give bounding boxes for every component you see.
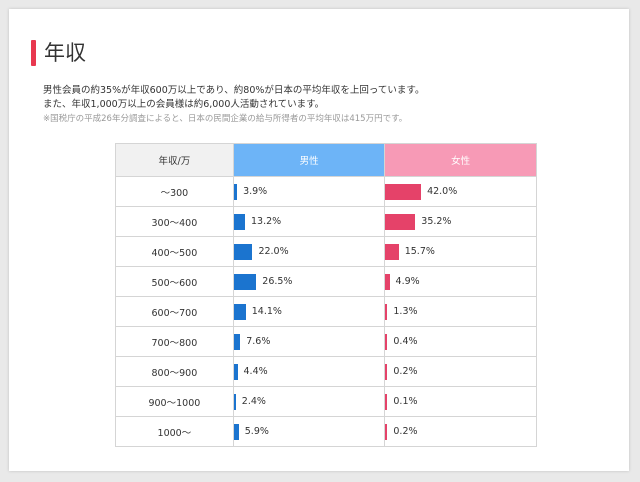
description-line-1: 男性会員の約35%が年収600万以上であり、約80%が日本の平均年収を上回ってい… [43,85,425,96]
female-value-label: 35.2% [421,216,452,227]
table-row: 900〜1000 2.4% 0.1% [115,386,537,417]
female-bar [385,244,399,260]
female-value-label: 4.9% [395,276,420,287]
income-range: 800〜900 [115,356,234,387]
female-bar [385,424,388,440]
male-value-label: 22.0% [258,246,289,257]
male-bar [233,304,246,320]
female-cell: 4.9% [384,266,537,297]
male-bar [233,394,236,410]
female-value-label: 0.1% [393,396,418,407]
female-bar [385,394,388,410]
male-bar [233,334,241,350]
female-cell: 0.2% [384,356,537,387]
section-title: 年収 [44,41,86,65]
male-cell: 26.5% [232,266,386,297]
income-range: 1000〜 [115,416,234,447]
male-value-label: 5.9% [244,426,269,437]
female-bar [385,304,388,320]
description: 男性会員の約35%が年収600万以上であり、約80%が日本の平均年収を上回ってい… [43,84,424,112]
table-row: 1000〜 5.9% 0.2% [115,416,537,447]
table-row: 800〜900 4.4% 0.2% [115,356,537,387]
male-bar [233,184,238,200]
male-bar [233,244,253,260]
header-female: 女性 [384,143,537,177]
male-cell: 14.1% [232,296,386,327]
female-value-label: 0.2% [393,366,418,377]
title-accent-bar [31,40,36,66]
male-cell: 3.9% [232,176,386,207]
male-value-label: 26.5% [262,276,293,287]
income-range: 〜300 [115,176,234,207]
female-bar [385,214,416,230]
female-cell: 15.7% [384,236,537,267]
male-bar [233,274,257,290]
male-bar [233,214,245,230]
female-cell: 0.1% [384,386,537,417]
description-line-2: また、年収1,000万以上の会員様は約6,000人活動されています。 [43,99,325,110]
income-range: 700〜800 [115,326,234,357]
table-row: 500〜600 26.5% 4.9% [115,266,537,297]
male-cell: 22.0% [232,236,386,267]
table-row: 700〜800 7.6% 0.4% [115,326,537,357]
male-value-label: 7.6% [246,336,271,347]
male-bar [233,364,238,380]
male-cell: 7.6% [232,326,386,357]
female-cell: 0.2% [384,416,537,447]
table-row: 400〜500 22.0% 15.7% [115,236,537,267]
male-cell: 5.9% [232,416,386,447]
table-row: 600〜700 14.1% 1.3% [115,296,537,327]
income-range: 400〜500 [115,236,234,267]
male-value-label: 4.4% [243,366,268,377]
female-cell: 0.4% [384,326,537,357]
male-value-label: 14.1% [251,306,282,317]
income-range: 600〜700 [115,296,234,327]
female-cell: 1.3% [384,296,537,327]
income-range: 300〜400 [115,206,234,237]
female-value-label: 42.0% [427,186,458,197]
male-cell: 13.2% [232,206,386,237]
male-value-label: 13.2% [250,216,282,227]
female-cell: 42.0% [384,176,537,207]
income-table: 年収/万 男性 女性 〜300 3.9% 42.0% 300〜400 13.2% 35.2… [115,143,537,447]
male-cell: 4.4% [232,356,386,387]
table-row: 300〜400 13.2% 35.2% [115,206,537,237]
female-value-label: 0.2% [393,426,418,437]
female-value-label: 15.7% [404,246,435,257]
table-row: 〜300 3.9% 42.0% [115,176,537,207]
income-range: 500〜600 [115,266,234,297]
female-bar [385,364,388,380]
header-male: 男性 [232,143,386,177]
female-bar [385,334,388,350]
male-value-label: 2.4% [241,396,266,407]
female-bar [385,274,390,290]
male-value-label: 3.9% [243,186,268,197]
income-range: 900〜1000 [115,386,234,417]
footnote: ※国税庁の平成26年分調査によると、日本の民間企業の給与所得者の平均年収は415… [43,114,408,124]
male-cell: 2.4% [232,386,386,417]
header-income: 年収/万 [115,143,234,177]
female-cell: 35.2% [384,206,537,237]
female-value-label: 0.4% [393,336,418,347]
female-bar [385,184,422,200]
male-bar [233,424,239,440]
female-value-label: 1.3% [393,306,418,317]
